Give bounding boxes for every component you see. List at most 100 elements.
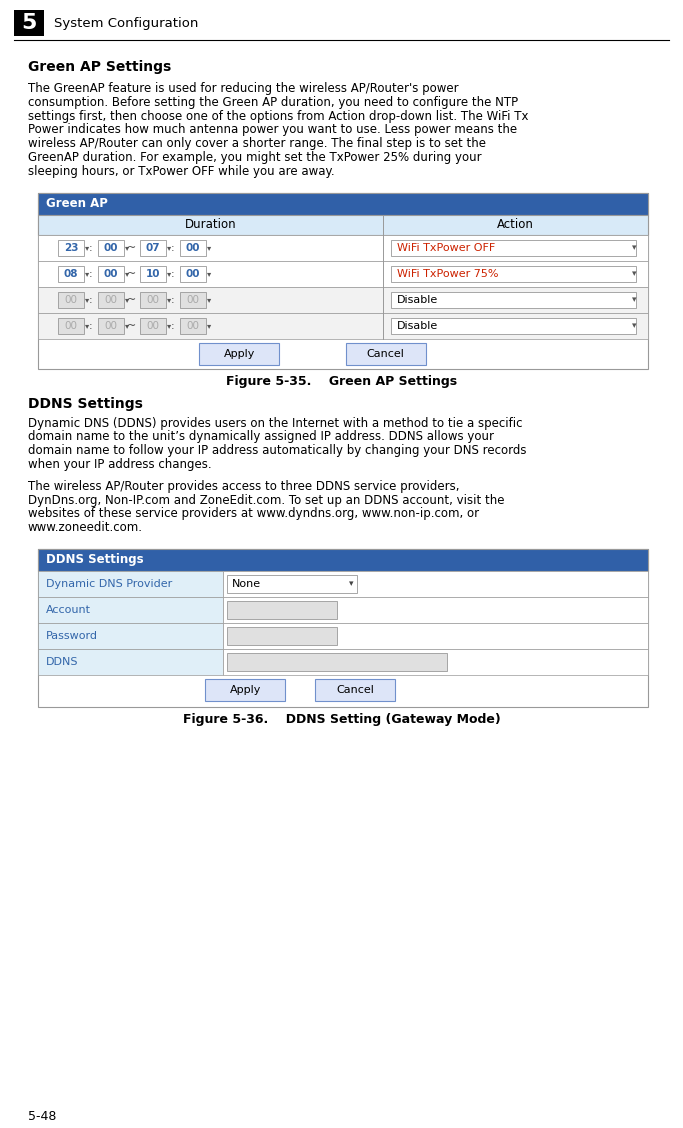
Text: The GreenAP feature is used for reducing the wireless AP/Router's power: The GreenAP feature is used for reducing… xyxy=(28,82,458,95)
Bar xyxy=(140,318,166,334)
Bar xyxy=(223,571,648,597)
Bar xyxy=(98,239,124,256)
Text: ~: ~ xyxy=(126,320,136,331)
Bar xyxy=(180,265,206,282)
Text: ▾: ▾ xyxy=(207,296,211,305)
Text: 00: 00 xyxy=(146,294,160,305)
Text: Dynamic DNS (DDNS) provides users on the Internet with a method to tie a specifi: Dynamic DNS (DDNS) provides users on the… xyxy=(28,416,522,430)
Bar xyxy=(38,214,648,235)
Text: 00: 00 xyxy=(104,320,117,331)
Bar xyxy=(98,318,124,334)
Bar xyxy=(227,601,337,619)
Text: ▾: ▾ xyxy=(85,244,89,252)
Text: Power indicates how much antenna power you want to use. Less power means the: Power indicates how much antenna power y… xyxy=(28,123,517,136)
Text: 00: 00 xyxy=(186,243,200,253)
Text: ▾: ▾ xyxy=(85,321,89,331)
Text: ~: ~ xyxy=(126,268,136,279)
Bar xyxy=(206,679,285,700)
Bar xyxy=(38,549,648,707)
Bar xyxy=(199,343,279,364)
Text: 23: 23 xyxy=(64,243,79,253)
Text: Account: Account xyxy=(46,605,91,615)
Bar xyxy=(140,292,166,308)
Text: ▾: ▾ xyxy=(125,270,129,279)
Text: 5: 5 xyxy=(21,14,37,33)
Bar xyxy=(38,571,223,597)
Bar xyxy=(38,287,648,312)
Text: WiFi TxPower OFF: WiFi TxPower OFF xyxy=(397,243,495,253)
Text: 00: 00 xyxy=(104,268,118,279)
Text: 00: 00 xyxy=(186,320,199,331)
Text: 00: 00 xyxy=(64,320,77,331)
Text: sleeping hours, or TxPower OFF while you are away.: sleeping hours, or TxPower OFF while you… xyxy=(28,165,335,178)
Text: Figure 5-35.    Green AP Settings: Figure 5-35. Green AP Settings xyxy=(226,374,457,388)
Bar xyxy=(38,649,223,675)
Bar xyxy=(227,575,357,593)
Bar xyxy=(223,623,648,649)
Bar xyxy=(14,10,44,36)
Text: 5-48: 5-48 xyxy=(28,1110,57,1123)
Text: Dynamic DNS Provider: Dynamic DNS Provider xyxy=(46,579,172,589)
Text: WiFi TxPower 75%: WiFi TxPower 75% xyxy=(397,268,498,279)
Text: Disable: Disable xyxy=(397,320,438,331)
Text: DDNS Settings: DDNS Settings xyxy=(28,397,143,411)
Text: :: : xyxy=(89,268,93,279)
Text: ▾: ▾ xyxy=(125,244,129,252)
Bar xyxy=(38,193,648,214)
Bar xyxy=(227,627,337,645)
Text: Apply: Apply xyxy=(229,685,261,695)
Text: ▾: ▾ xyxy=(632,296,637,305)
Bar xyxy=(391,318,636,334)
Text: :: : xyxy=(171,268,175,279)
Text: 00: 00 xyxy=(186,268,200,279)
Text: www.zoneedit.com.: www.zoneedit.com. xyxy=(28,521,143,535)
Text: 00: 00 xyxy=(186,294,199,305)
Text: 00: 00 xyxy=(104,294,117,305)
Bar xyxy=(38,261,648,287)
Text: 00: 00 xyxy=(146,320,160,331)
Text: ▾: ▾ xyxy=(167,296,171,305)
Text: ▾: ▾ xyxy=(125,321,129,331)
Bar xyxy=(38,193,648,369)
Text: Green AP Settings: Green AP Settings xyxy=(28,60,171,74)
Text: :: : xyxy=(89,294,93,305)
Text: :: : xyxy=(171,243,175,253)
Text: Green AP: Green AP xyxy=(46,197,108,210)
Text: consumption. Before setting the Green AP duration, you need to configure the NTP: consumption. Before setting the Green AP… xyxy=(28,96,518,108)
Bar xyxy=(58,239,84,256)
Text: :: : xyxy=(89,243,93,253)
Bar xyxy=(391,239,636,256)
Text: ▾: ▾ xyxy=(125,296,129,305)
Bar xyxy=(58,265,84,282)
Bar xyxy=(180,318,206,334)
Text: settings first, then choose one of the options from Action drop-down list. The W: settings first, then choose one of the o… xyxy=(28,109,529,123)
Bar xyxy=(223,649,648,675)
Text: ▾: ▾ xyxy=(348,580,353,589)
Bar xyxy=(391,265,636,282)
Bar xyxy=(227,653,447,671)
Text: Disable: Disable xyxy=(397,294,438,305)
Text: 10: 10 xyxy=(145,268,161,279)
Text: ▾: ▾ xyxy=(167,321,171,331)
Text: 00: 00 xyxy=(104,243,118,253)
Text: ▾: ▾ xyxy=(632,270,637,279)
Text: ▾: ▾ xyxy=(167,270,171,279)
Text: 00: 00 xyxy=(64,294,77,305)
Text: DDNS: DDNS xyxy=(46,656,79,667)
Text: Duration: Duration xyxy=(184,218,236,231)
Text: 07: 07 xyxy=(145,243,161,253)
Bar xyxy=(180,239,206,256)
Bar xyxy=(315,679,395,700)
Bar xyxy=(58,318,84,334)
Bar xyxy=(140,265,166,282)
Text: Cancel: Cancel xyxy=(367,349,404,359)
Text: wireless AP/Router can only cover a shorter range. The final step is to set the: wireless AP/Router can only cover a shor… xyxy=(28,138,486,150)
Text: websites of these service providers at www.dyndns.org, www.non-ip.com, or: websites of these service providers at w… xyxy=(28,508,479,520)
Bar xyxy=(58,292,84,308)
Bar xyxy=(38,597,223,623)
Text: ▾: ▾ xyxy=(207,270,211,279)
Text: :: : xyxy=(171,320,175,331)
Text: 08: 08 xyxy=(64,268,79,279)
Text: Password: Password xyxy=(46,631,98,641)
Bar xyxy=(346,343,426,364)
